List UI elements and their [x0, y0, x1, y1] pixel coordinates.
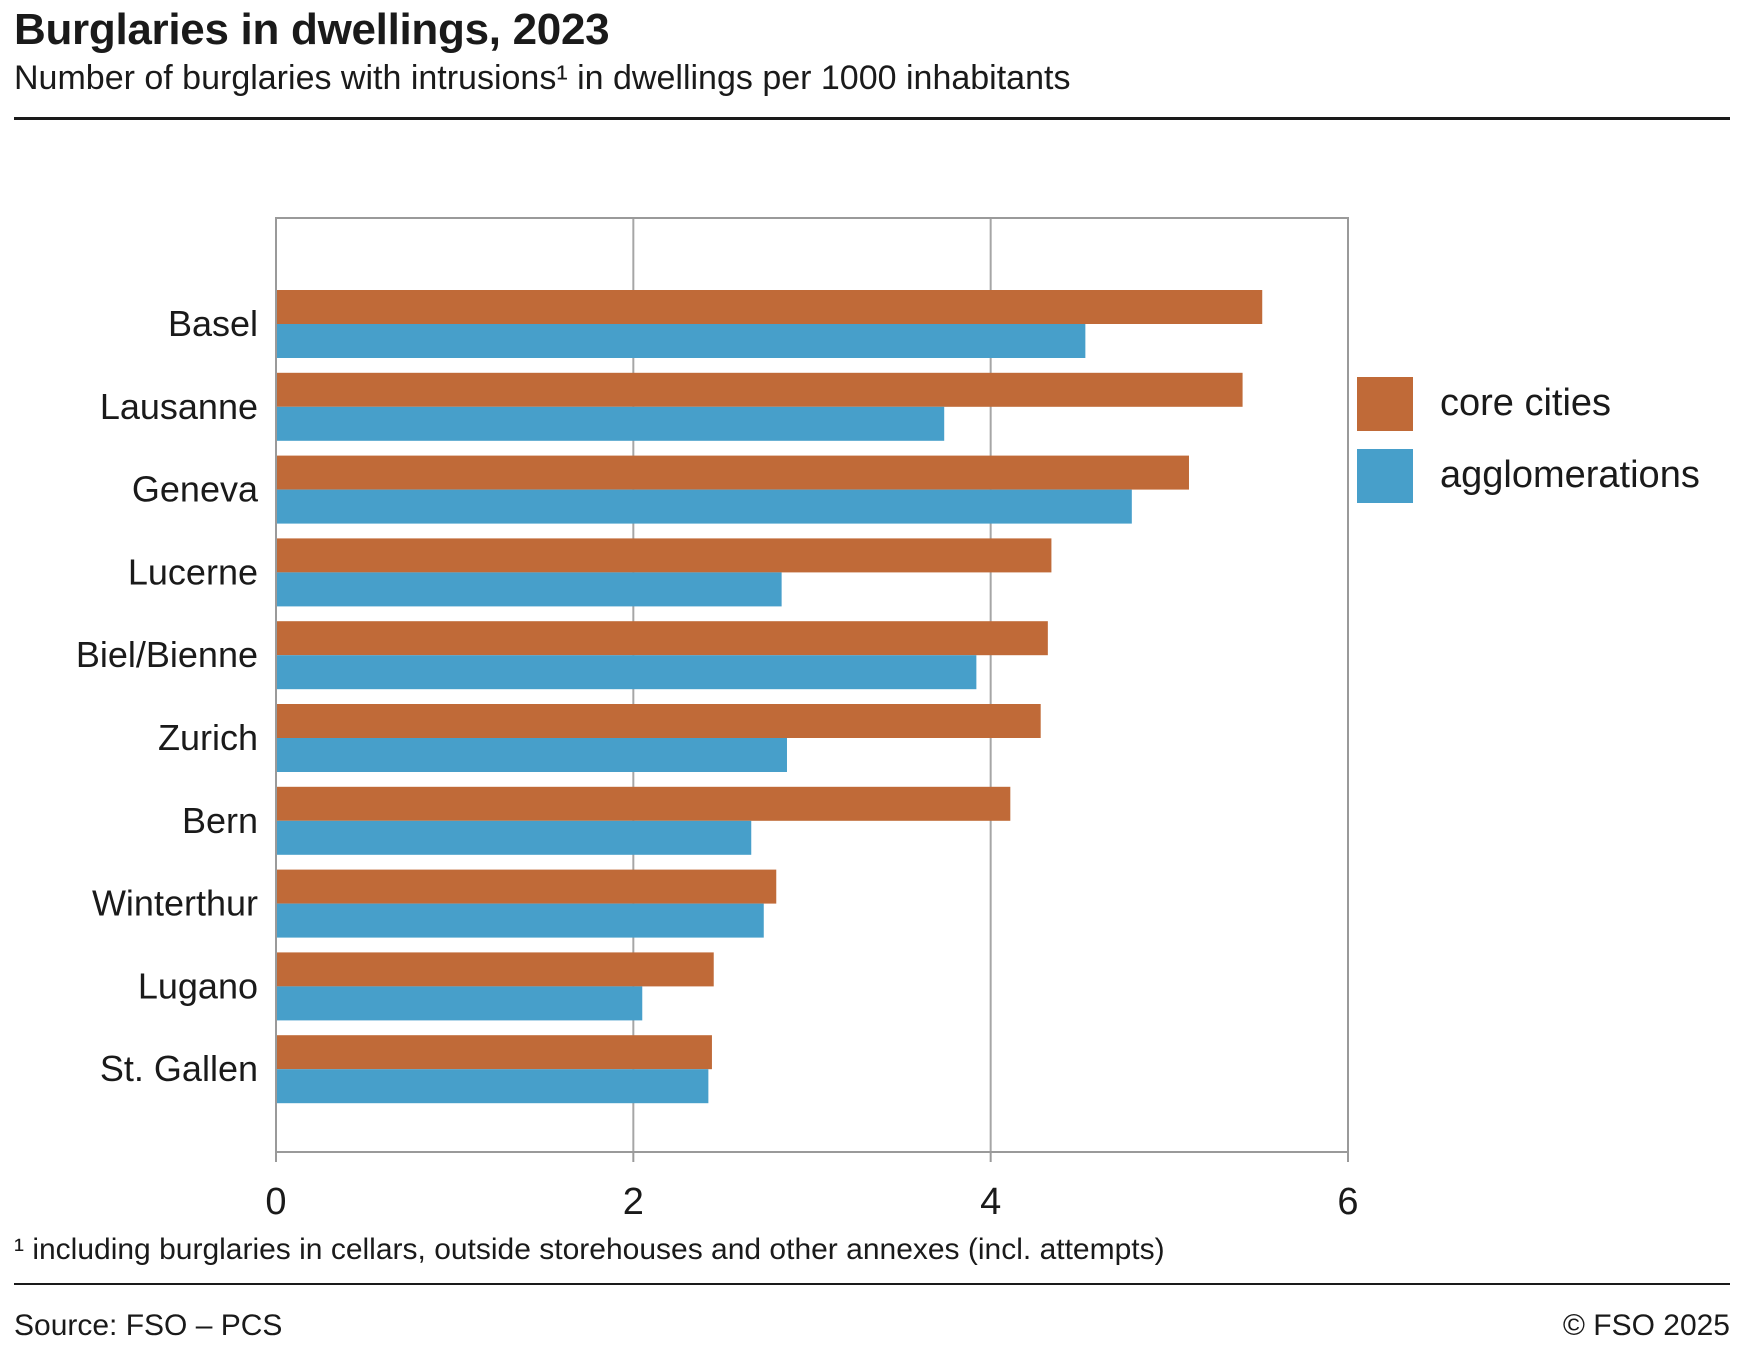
plot-frame	[275, 217, 1349, 1153]
x-tick-label-3: 6	[1337, 1181, 1358, 1223]
chart-subtitle: Number of burglaries with intrusions¹ in…	[14, 59, 1071, 97]
bar-agglo-0	[276, 324, 1086, 358]
bar-core-8	[276, 952, 714, 987]
bar-core-4	[276, 621, 1048, 656]
footer-divider	[14, 1283, 1730, 1285]
footnote: ¹ including burglaries in cellars, outsi…	[14, 1233, 1165, 1266]
bar-agglo-6	[276, 820, 752, 855]
bar-agglo-4	[276, 655, 977, 690]
category-label-9: St. Gallen	[100, 1048, 258, 1089]
bar-core-1	[276, 372, 1243, 407]
chart-title: Burglaries in dwellings, 2023	[14, 5, 610, 54]
copyright-note: © FSO 2025	[1562, 1309, 1730, 1342]
bar-agglo-9	[276, 1069, 709, 1104]
source-note: Source: FSO – PCS	[14, 1309, 283, 1342]
bar-core-0	[276, 290, 1263, 324]
bar-agglo-5	[276, 738, 787, 772]
bar-core-6	[276, 786, 1011, 821]
legend-label-1: agglomerations	[1440, 454, 1700, 496]
bar-agglo-2	[276, 489, 1132, 524]
legend-swatch-0	[1357, 377, 1413, 431]
bar-core-9	[276, 1035, 712, 1070]
category-label-6: Bern	[182, 800, 258, 841]
bar-chart: Basel Lausanne Geneva Lucerne Biel/Bienne Zur…	[76, 217, 1700, 1223]
x-tick-label-2: 4	[980, 1181, 1001, 1223]
category-label-4: Biel/Bienne	[76, 634, 258, 675]
bar-agglo-8	[276, 986, 643, 1021]
legend-label-0: core cities	[1440, 382, 1611, 424]
bar-agglo-1	[276, 406, 945, 441]
category-label-2: Geneva	[132, 469, 259, 510]
x-tick-label-1: 2	[623, 1181, 644, 1223]
bar-core-7	[276, 869, 777, 904]
category-label-3: Lucerne	[128, 551, 258, 592]
bar-core-3	[276, 538, 1052, 573]
x-tick-label-0: 0	[265, 1181, 286, 1223]
bar-core-2	[276, 455, 1189, 490]
category-label-5: Zurich	[158, 717, 258, 758]
bar-core-5	[276, 704, 1041, 738]
category-label-1: Lausanne	[100, 386, 258, 427]
category-label-7: Winterthur	[92, 883, 258, 924]
legend-swatch-1	[1357, 449, 1413, 503]
category-label-8: Lugano	[138, 965, 258, 1006]
bar-agglo-7	[276, 903, 764, 938]
category-label-0: Basel	[168, 303, 258, 344]
bar-agglo-3	[276, 572, 782, 607]
header-divider	[14, 117, 1730, 120]
